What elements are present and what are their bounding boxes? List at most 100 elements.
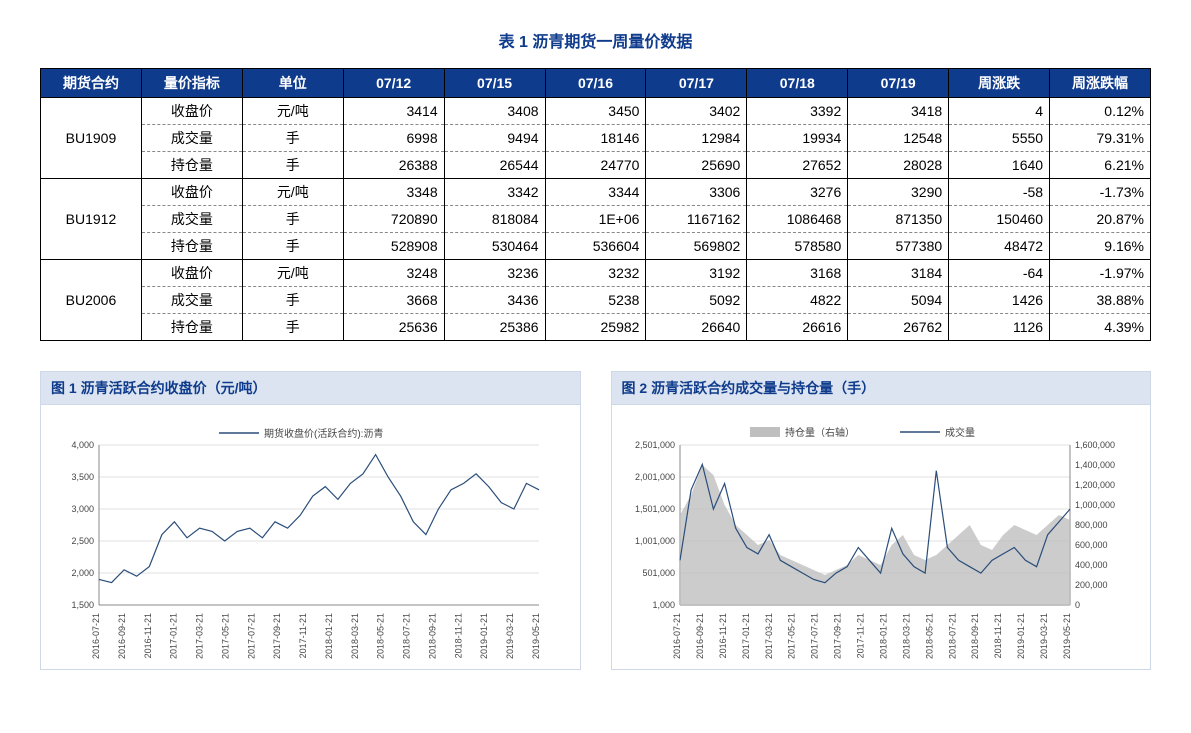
svg-text:2017-11-21: 2017-11-21 — [298, 613, 308, 658]
value-cell: 12984 — [646, 125, 747, 152]
svg-text:2,500: 2,500 — [71, 536, 94, 546]
value-cell: 26616 — [747, 314, 848, 341]
svg-text:2018-07-21: 2018-07-21 — [947, 613, 957, 659]
value-cell: 25982 — [545, 314, 646, 341]
value-cell: 5092 — [646, 287, 747, 314]
svg-text:2016-11-21: 2016-11-21 — [143, 613, 153, 658]
svg-text:501,000: 501,000 — [642, 568, 675, 578]
svg-text:成交量: 成交量 — [945, 426, 975, 439]
value-cell: 1640 — [949, 152, 1050, 179]
svg-text:2018-01-21: 2018-01-21 — [878, 613, 888, 659]
svg-text:2,000: 2,000 — [71, 568, 94, 578]
value-cell: 3192 — [646, 260, 747, 287]
value-cell: 3184 — [848, 260, 949, 287]
value-cell: 26388 — [343, 152, 444, 179]
chart2-title: 图 2 沥青活跃合约成交量与持仓量（手） — [612, 372, 1151, 405]
unit-cell: 元/吨 — [242, 98, 343, 125]
value-cell: 1E+06 — [545, 206, 646, 233]
svg-text:2018-05-21: 2018-05-21 — [376, 613, 386, 659]
charts-row: 图 1 沥青活跃合约收盘价（元/吨） 期货收盘价(活跃合约):沥青1,5002,… — [40, 371, 1151, 670]
value-cell: 4.39% — [1050, 314, 1151, 341]
unit-cell: 手 — [242, 233, 343, 260]
value-cell: 536604 — [545, 233, 646, 260]
svg-text:1,500: 1,500 — [71, 600, 94, 610]
table-row: BU2006收盘价元/吨324832363232319231683184-64-… — [41, 260, 1151, 287]
value-cell: 4 — [949, 98, 1050, 125]
value-cell: 26544 — [444, 152, 545, 179]
svg-text:2018-11-21: 2018-11-21 — [993, 613, 1003, 658]
svg-text:2019-03-21: 2019-03-21 — [1039, 613, 1049, 659]
value-cell: 25636 — [343, 314, 444, 341]
value-cell: 38.88% — [1050, 287, 1151, 314]
svg-text:2,501,000: 2,501,000 — [634, 440, 674, 450]
svg-text:2019-05-21: 2019-05-21 — [1062, 613, 1072, 659]
indicator-cell: 成交量 — [141, 206, 242, 233]
value-cell: 528908 — [343, 233, 444, 260]
value-cell: 28028 — [848, 152, 949, 179]
value-cell: 1126 — [949, 314, 1050, 341]
value-cell: 12548 — [848, 125, 949, 152]
svg-text:2,001,000: 2,001,000 — [634, 472, 674, 482]
value-cell: 3392 — [747, 98, 848, 125]
svg-text:2017-01-21: 2017-01-21 — [740, 613, 750, 659]
unit-cell: 手 — [242, 314, 343, 341]
value-cell: 27652 — [747, 152, 848, 179]
value-cell: 578580 — [747, 233, 848, 260]
table-row: BU1909收盘价元/吨34143408345034023392341840.1… — [41, 98, 1151, 125]
svg-text:持仓量（右轴）: 持仓量（右轴） — [785, 426, 855, 439]
table-header: 量价指标 — [141, 69, 242, 98]
value-cell: 3248 — [343, 260, 444, 287]
indicator-cell: 持仓量 — [141, 152, 242, 179]
table-header: 期货合约 — [41, 69, 142, 98]
chart1-svg: 期货收盘价(活跃合约):沥青1,5002,0002,5003,0003,5004… — [49, 415, 559, 665]
svg-text:2017-05-21: 2017-05-21 — [786, 613, 796, 659]
svg-text:3,000: 3,000 — [71, 504, 94, 514]
table-row: BU1912收盘价元/吨334833423344330632763290-58-… — [41, 179, 1151, 206]
table-header: 07/18 — [747, 69, 848, 98]
svg-text:0: 0 — [1075, 600, 1080, 610]
svg-text:2017-01-21: 2017-01-21 — [169, 613, 179, 659]
table-row: 持仓量手528908530464536604569802578580577380… — [41, 233, 1151, 260]
value-cell: 24770 — [545, 152, 646, 179]
svg-text:1,000: 1,000 — [652, 600, 675, 610]
table-header: 周涨跌幅 — [1050, 69, 1151, 98]
svg-text:2017-07-21: 2017-07-21 — [246, 613, 256, 659]
value-cell: 3668 — [343, 287, 444, 314]
value-cell: 3418 — [848, 98, 949, 125]
value-cell: 3232 — [545, 260, 646, 287]
svg-text:800,000: 800,000 — [1075, 520, 1108, 530]
table-header: 07/19 — [848, 69, 949, 98]
contract-cell: BU1912 — [41, 179, 142, 260]
svg-text:600,000: 600,000 — [1075, 540, 1108, 550]
value-cell: 6998 — [343, 125, 444, 152]
value-cell: 0.12% — [1050, 98, 1151, 125]
value-cell: 1086468 — [747, 206, 848, 233]
svg-text:2016-07-21: 2016-07-21 — [672, 613, 682, 659]
table-header: 周涨跌 — [949, 69, 1050, 98]
value-cell: 569802 — [646, 233, 747, 260]
svg-text:2018-01-21: 2018-01-21 — [324, 613, 334, 659]
svg-text:200,000: 200,000 — [1075, 580, 1108, 590]
svg-text:2017-11-21: 2017-11-21 — [855, 613, 865, 658]
chart2-svg: 持仓量（右轴）成交量1,000501,0001,001,0001,501,000… — [620, 415, 1130, 665]
table-row: 持仓量手25636253862598226640266162676211264.… — [41, 314, 1151, 341]
contract-cell: BU2006 — [41, 260, 142, 341]
value-cell: 20.87% — [1050, 206, 1151, 233]
value-cell: 818084 — [444, 206, 545, 233]
table-row: 持仓量手26388265442477025690276522802816406.… — [41, 152, 1151, 179]
value-cell: 3290 — [848, 179, 949, 206]
value-cell: 871350 — [848, 206, 949, 233]
table-title: 表 1 沥青期货一周量价数据 — [40, 28, 1151, 52]
table-header: 07/16 — [545, 69, 646, 98]
value-cell: 3168 — [747, 260, 848, 287]
indicator-cell: 成交量 — [141, 125, 242, 152]
svg-text:2016-09-21: 2016-09-21 — [117, 613, 127, 659]
svg-text:期货收盘价(活跃合约):沥青: 期货收盘价(活跃合约):沥青 — [264, 427, 383, 440]
value-cell: 5238 — [545, 287, 646, 314]
table-header: 07/12 — [343, 69, 444, 98]
svg-text:1,501,000: 1,501,000 — [634, 504, 674, 514]
svg-text:2018-05-21: 2018-05-21 — [924, 613, 934, 659]
svg-text:1,200,000: 1,200,000 — [1075, 480, 1115, 490]
indicator-cell: 收盘价 — [141, 260, 242, 287]
contract-cell: BU1909 — [41, 98, 142, 179]
